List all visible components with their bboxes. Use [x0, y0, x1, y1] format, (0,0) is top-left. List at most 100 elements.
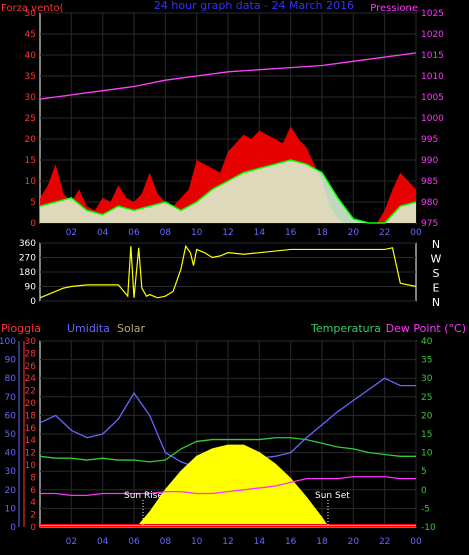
sunrise-label: Sun Rise	[124, 491, 163, 501]
average-area	[40, 160, 416, 223]
direction-tick-label: 360	[19, 239, 36, 249]
weather-panel: Pioggia Umidita Solar Temperatura Dew Po…	[0, 322, 466, 547]
wind-x-tick-label: 02	[66, 228, 77, 238]
wind-x-tick-label: 08	[160, 228, 172, 238]
temperature-tick-label: 40	[421, 337, 433, 347]
pressure-tick-label: 990	[421, 156, 438, 166]
humidity-tick-label: 30	[5, 467, 17, 477]
weather-x-tick-label: 12	[222, 537, 233, 547]
weather-x-tick-label: 20	[348, 537, 360, 547]
humidity-tick-label: 80	[5, 374, 17, 384]
humidity-tick-label: 100	[0, 337, 16, 347]
pressure-tick-label: 1010	[421, 72, 444, 82]
wind-tick-label: 45	[25, 30, 36, 40]
humidity-tick-label: 90	[5, 356, 17, 366]
wind-x-tick-label: 04	[97, 228, 109, 238]
temperature-tick-label: -10	[421, 523, 436, 533]
wind-series	[39, 52, 417, 224]
wind-x-ticks: 02 04 06 08 10 12 14 16 18 20 22 00	[66, 228, 422, 238]
humidity-tick-label: 10	[5, 504, 17, 514]
humidity-label: Umidita	[67, 322, 110, 335]
pressure-tick-label: 1025	[421, 9, 444, 19]
temperature-tick-label: 30	[421, 374, 433, 384]
pressure-tick-label: 1015	[421, 51, 444, 61]
direction-tick-label: 180	[19, 268, 36, 278]
pressure-tick-label: 1005	[421, 93, 444, 103]
pressure-axis-label: Pressione	[370, 3, 418, 14]
weather-x-ticks: 02 04 06 08 10 12 14 16 18 20 22 00	[66, 537, 422, 547]
wind-tick-label: 35	[25, 72, 36, 82]
wind-direction-line	[39, 244, 417, 299]
solar-area	[40, 444, 416, 528]
temperature-tick-label: 15	[421, 430, 432, 440]
wind-axis-label: Forza vento(	[1, 3, 64, 14]
direction-left-ticks: 0 90 180 270 360	[19, 239, 36, 307]
temperature-tick-label: 10	[421, 449, 433, 459]
humidity-tick-label: 70	[5, 393, 17, 403]
pressure-right-ticks: 975 980 985 990 995 1000 1005 1010 1015 1020 1025	[421, 9, 444, 229]
humidity-tick-label: 50	[5, 430, 17, 440]
rain-tick-label: 12	[25, 449, 36, 459]
rain-bar-highlight	[40, 525, 416, 526]
wind-x-tick-label: 20	[348, 228, 360, 238]
weather-x-tick-label: 04	[97, 537, 109, 547]
pressure-tick-label: 1020	[421, 30, 444, 40]
wind-x-tick-label: 16	[285, 228, 297, 238]
weather-x-tick-label: 06	[128, 537, 140, 547]
rain-tick-label: 22	[25, 387, 36, 397]
rain-tick-label: 20	[25, 399, 37, 409]
rain-tick-label: 10	[25, 461, 37, 471]
rain-tick-label: 16	[25, 424, 37, 434]
compass-label: S	[433, 267, 440, 280]
rain-tick-label: 6	[30, 486, 36, 496]
average-wind-line	[39, 159, 417, 224]
rain-tick-label: 28	[25, 349, 37, 359]
wind-x-tick-label: 06	[128, 228, 140, 238]
wind-tick-label: 40	[25, 51, 37, 61]
compass-label: W	[431, 253, 442, 266]
wind-x-tick-label: 22	[379, 228, 390, 238]
temperature-tick-label: -5	[421, 504, 430, 514]
compass-label: N	[432, 238, 440, 251]
wind-tick-label: 15	[25, 156, 36, 166]
humidity-tick-label: 60	[5, 411, 17, 421]
rain-tick-label: 26	[25, 362, 37, 372]
wind-tick-label: 25	[25, 114, 36, 124]
compass-label: E	[433, 282, 440, 295]
weather-x-tick-label: 18	[316, 537, 328, 547]
sun-annotations: Sun Rise Sun Set	[124, 491, 350, 527]
rain-tick-label: 18	[25, 411, 37, 421]
rain-tick-label: 30	[25, 337, 37, 347]
pressure-line	[39, 52, 417, 100]
wind-grid	[40, 12, 417, 224]
weather-x-tick-label: 08	[160, 537, 172, 547]
weather-x-tick-label: 16	[285, 537, 297, 547]
humidity-tick-label: 0	[10, 523, 16, 533]
wind-tick-label: 10	[25, 177, 37, 187]
weather-x-tick-label: 02	[66, 537, 77, 547]
pressure-tick-label: 1000	[421, 114, 444, 124]
humidity-tick-label: 40	[5, 449, 17, 459]
wind-x-tick-label: 10	[191, 228, 203, 238]
direction-grid	[40, 242, 416, 302]
humidity-tick-label: 20	[5, 486, 17, 496]
wind-x-tick-label: 12	[222, 228, 233, 238]
dewpoint-line	[40, 476, 416, 497]
pressure-tick-label: 975	[421, 219, 438, 229]
chart-title: 24 hour graph data - 24 March 2016	[154, 0, 354, 12]
temperature-tick-label: 5	[421, 467, 427, 477]
sunset-label: Sun Set	[315, 491, 350, 501]
rain-tick-label: 2	[30, 511, 36, 521]
temperature-ticks: -10 -5 0 5 10 15 20 25 30 35 40	[421, 337, 436, 533]
direction-tick-label: 0	[30, 297, 36, 307]
weather-x-tick-label: 10	[191, 537, 203, 547]
temperature-tick-label: 35	[421, 356, 432, 366]
rain-tick-label: 4	[30, 498, 36, 508]
pressure-tick-label: 980	[421, 198, 438, 208]
temperature-tick-label: 0	[421, 486, 427, 496]
wind-x-tick-label: 18	[316, 228, 328, 238]
